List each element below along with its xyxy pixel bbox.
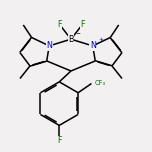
Text: CF₃: CF₃ [95,80,106,86]
Text: F: F [57,20,62,29]
Text: B: B [68,35,74,44]
Text: −: − [76,31,80,36]
Text: +: + [99,37,104,42]
Text: N: N [46,41,52,50]
Text: F: F [80,20,85,29]
Text: F: F [57,136,62,145]
Text: N: N [90,41,96,50]
